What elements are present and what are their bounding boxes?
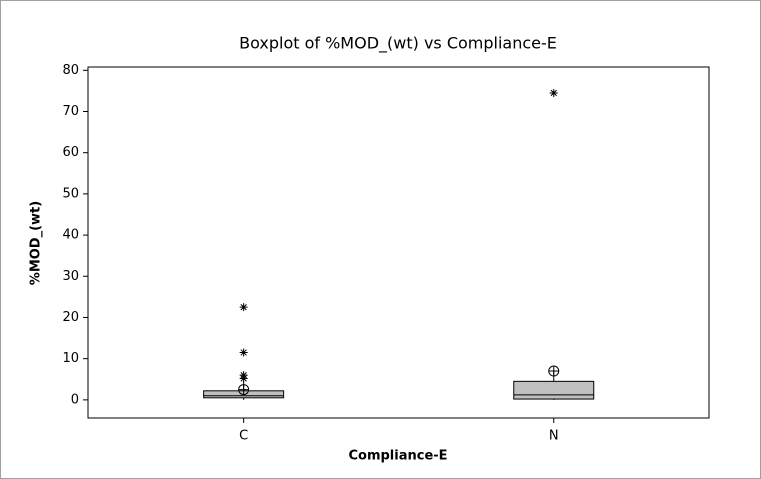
plot-area (87, 66, 710, 419)
chart-title: Boxplot of %MOD_(wt) vs Compliance-E (239, 34, 557, 54)
mean-marker (548, 365, 560, 377)
y-tick-label: 50 (62, 186, 79, 201)
mean-cross (238, 384, 249, 395)
y-tick-label: 40 (62, 228, 79, 243)
outlier (239, 374, 248, 383)
y-tick-label: 70 (62, 104, 79, 119)
y-axis-title: %MOD_(wt) (29, 201, 44, 285)
x-tick-label: N (549, 429, 559, 444)
x-tick-label: C (239, 429, 248, 444)
outlier (239, 348, 248, 357)
y-tick-label: 80 (62, 63, 79, 78)
y-tick-label: 20 (62, 310, 79, 325)
y-tick-label: 0 (71, 392, 79, 407)
mean-marker (238, 384, 250, 396)
outlier (549, 88, 558, 97)
x-axis-title: Compliance-E (348, 449, 447, 464)
box (513, 380, 595, 400)
outlier (239, 303, 248, 312)
y-tick-label: 30 (62, 269, 79, 284)
y-tick-label: 10 (62, 351, 79, 366)
y-tick-label: 60 (62, 145, 79, 160)
mean-cross (548, 366, 559, 377)
